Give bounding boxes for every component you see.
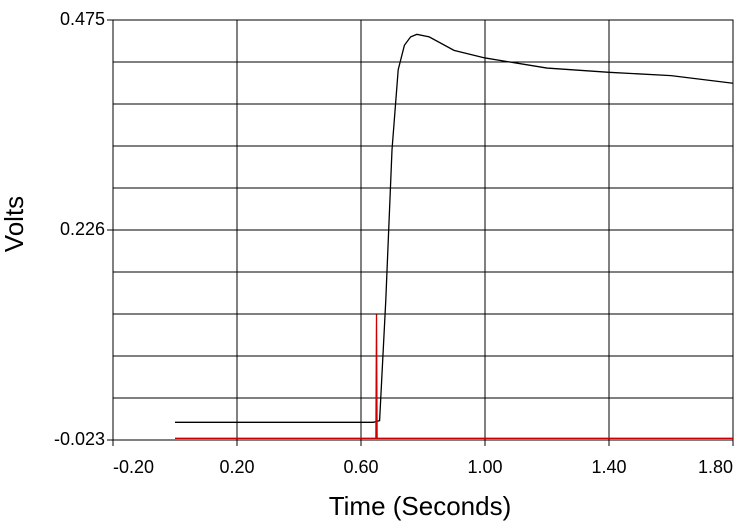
plot-frame [112, 19, 734, 441]
y-tick-label: 0.226 [60, 219, 105, 239]
series-line [175, 33, 734, 423]
y-axis-label: Volts [0, 196, 29, 252]
y-tick-label: 0.475 [60, 9, 105, 29]
x-tick-label: 0.20 [219, 457, 254, 477]
x-axis-label: Time (Seconds) [329, 491, 512, 521]
x-tick-label: -0.20 [113, 457, 154, 477]
x-tick-label: 0.60 [343, 457, 378, 477]
x-tick-label: 1.80 [698, 457, 733, 477]
x-tick-label: 1.00 [467, 457, 502, 477]
x-tick-label: 1.40 [591, 457, 626, 477]
y-tick-label: -0.023 [54, 429, 105, 449]
series-line [175, 314, 733, 439]
